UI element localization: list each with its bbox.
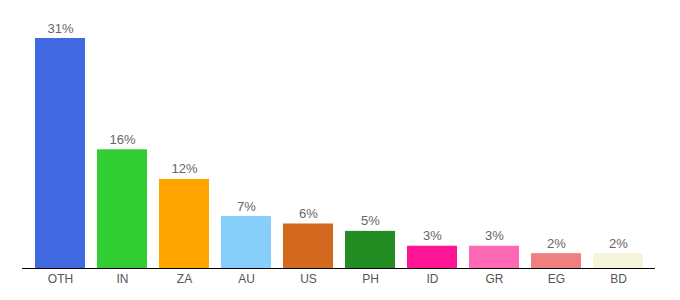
- svg-text:7%: 7%: [237, 199, 256, 214]
- svg-text:2%: 2%: [609, 236, 628, 251]
- svg-text:PH: PH: [362, 272, 379, 286]
- svg-text:2%: 2%: [547, 236, 566, 251]
- svg-text:3%: 3%: [485, 228, 504, 243]
- svg-text:BD: BD: [610, 272, 627, 286]
- svg-text:6%: 6%: [299, 206, 318, 221]
- svg-text:IN: IN: [117, 272, 129, 286]
- svg-text:EG: EG: [548, 272, 565, 286]
- svg-text:16%: 16%: [109, 132, 135, 147]
- svg-text:US: US: [300, 272, 317, 286]
- svg-text:AU: AU: [238, 272, 255, 286]
- svg-text:GR: GR: [486, 272, 504, 286]
- svg-text:5%: 5%: [361, 213, 380, 228]
- svg-text:12%: 12%: [171, 161, 197, 176]
- svg-text:ZA: ZA: [177, 272, 192, 286]
- svg-text:ID: ID: [427, 272, 439, 286]
- svg-text:OTH: OTH: [48, 272, 73, 286]
- svg-text:3%: 3%: [423, 228, 442, 243]
- svg-text:31%: 31%: [47, 21, 73, 36]
